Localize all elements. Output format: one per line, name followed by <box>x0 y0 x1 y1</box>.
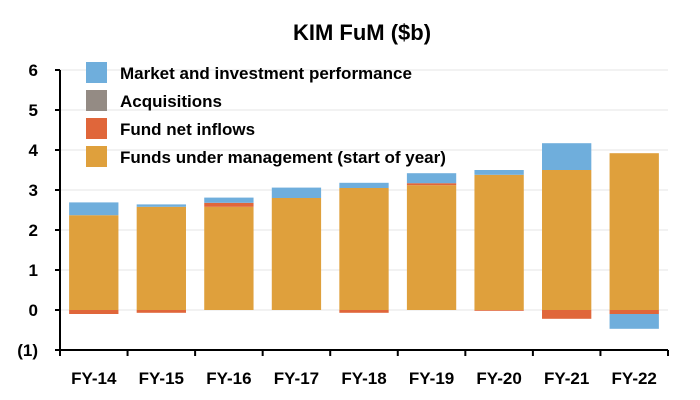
y-tick-label-0: (1) <box>17 341 38 360</box>
axes <box>55 69 669 356</box>
y-tick-label-2: 1 <box>29 261 38 280</box>
x-tick-labels: FY-14 FY-15 FY-16 FY-17 FY-18 FY-19 FY-20 FY-21… <box>71 369 657 388</box>
legend-swatch-0 <box>86 62 107 83</box>
legend-swatch-1 <box>86 90 107 111</box>
bar-FY-18-series-3 <box>339 182 389 188</box>
y-tick-label-4: 3 <box>29 181 38 200</box>
x-tick-label-FY-22: FY-22 <box>612 369 657 388</box>
bar-FY-19-series-0 <box>406 185 457 310</box>
y-tick-label-5: 4 <box>29 141 39 160</box>
x-tick-label-FY-18: FY-18 <box>341 369 386 388</box>
bar-FY-20-series-0 <box>474 174 524 310</box>
x-tick-label-FY-16: FY-16 <box>206 369 251 388</box>
bar-FY-21-series-3 <box>542 143 592 170</box>
x-tick-label-FY-17: FY-17 <box>274 369 319 388</box>
bar-FY-21-series-0 <box>542 170 592 310</box>
legend-item-1: Acquisitions <box>86 90 222 111</box>
bar-FY-17-series-3 <box>271 187 322 198</box>
y-tick-label-7: 6 <box>29 61 38 80</box>
y-tick-label-6: 5 <box>29 101 38 120</box>
bars <box>69 143 659 329</box>
legend-label-1: Acquisitions <box>120 92 222 111</box>
x-tick-label-FY-20: FY-20 <box>476 369 521 388</box>
bar-FY-20-series-1 <box>474 310 524 311</box>
legend-item-0: Market and investment performance <box>86 62 412 83</box>
y-tick-labels: (1) 0 1 2 3 4 5 6 <box>17 61 38 360</box>
bar-FY-19-series-3 <box>406 173 457 184</box>
legend-swatch-2 <box>86 118 107 139</box>
x-tick-label-FY-14: FY-14 <box>71 369 117 388</box>
y-tick-label-1: 0 <box>29 301 38 320</box>
bar-FY-14-series-1 <box>69 310 119 314</box>
bar-FY-16-series-0 <box>204 206 254 310</box>
bar-FY-17-series-0 <box>271 198 322 310</box>
legend-item-3: Funds under management (start of year) <box>86 146 446 167</box>
bar-FY-15-series-0 <box>136 206 186 310</box>
bar-FY-19-series-1 <box>406 183 457 186</box>
bar-FY-14-series-3 <box>69 202 119 216</box>
legend-label-0: Market and investment performance <box>120 64 412 83</box>
bar-FY-16-series-3 <box>204 197 254 203</box>
bar-FY-20-series-3 <box>474 170 524 175</box>
legend-item-2: Fund net inflows <box>86 118 255 139</box>
legend-swatch-3 <box>86 146 107 167</box>
bar-FY-21-series-1 <box>542 310 592 319</box>
y-tick-label-3: 2 <box>29 221 38 240</box>
bar-FY-18-series-0 <box>339 188 389 310</box>
x-tick-label-FY-21: FY-21 <box>544 369 589 388</box>
bar-FY-22-series-1 <box>609 310 659 314</box>
bar-FY-18-series-1 <box>339 310 389 313</box>
legend: Market and investment performance Acquisi… <box>86 62 446 167</box>
bar-FY-22-series-0 <box>609 153 659 310</box>
bar-FY-22-series-3 <box>609 314 659 329</box>
bar-FY-15-series-3 <box>136 204 186 207</box>
bar-FY-16-series-1 <box>204 202 254 207</box>
chart-title: KIM FuM ($b) <box>293 20 431 45</box>
bar-FY-15-series-1 <box>136 310 186 313</box>
legend-label-2: Fund net inflows <box>120 120 255 139</box>
x-tick-label-FY-19: FY-19 <box>409 369 454 388</box>
bar-FY-14-series-0 <box>69 215 119 310</box>
legend-label-3: Funds under management (start of year) <box>120 148 446 167</box>
x-tick-label-FY-15: FY-15 <box>139 369 184 388</box>
